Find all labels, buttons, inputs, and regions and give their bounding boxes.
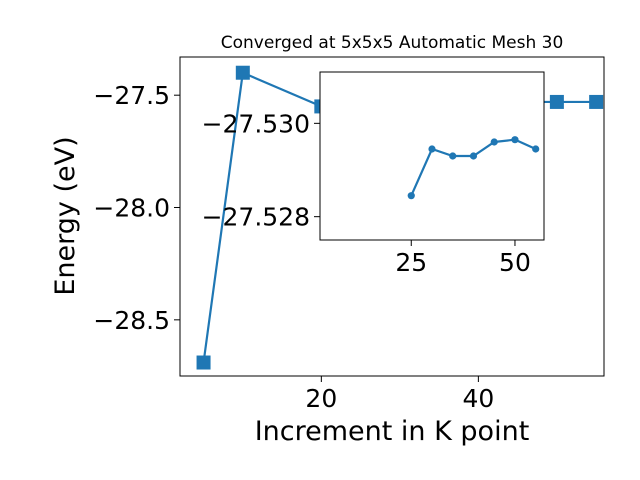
inset-point — [407, 192, 415, 200]
inset-y-tick-label: −27.528 — [202, 203, 310, 232]
main-point — [196, 355, 211, 370]
inset-y-ticks: −27.530 −27.528 — [202, 109, 320, 232]
inset-point — [490, 138, 498, 146]
main-x-tick-label: 40 — [462, 384, 494, 413]
inset-x-tick-label: 25 — [395, 248, 427, 277]
main-y-ticks: −27.5 −28.0 −28.5 — [93, 81, 180, 335]
main-x-tick-label: 20 — [305, 384, 337, 413]
main-point — [589, 94, 604, 109]
inset-background — [320, 72, 544, 240]
inset-x-tick-label: 50 — [499, 248, 531, 277]
inset-series-0 — [407, 136, 540, 200]
inset-point — [428, 145, 436, 153]
main-x-ticks: 20 40 — [305, 376, 494, 413]
inset-plot-frame — [319, 71, 545, 241]
inset-x-ticks: 25 50 — [395, 240, 531, 277]
inset-point — [449, 152, 457, 160]
inset-point — [511, 136, 519, 144]
x-axis-label: Increment in K point — [255, 416, 530, 447]
main-y-tick-label: −28.5 — [93, 306, 170, 335]
main-point — [235, 65, 250, 80]
inset-y-tick-label: −27.530 — [202, 109, 310, 138]
main-y-tick-label: −27.5 — [93, 81, 170, 110]
main-plot-frame — [179, 56, 605, 377]
y-axis-label: Energy (eV) — [50, 136, 81, 295]
main-point — [549, 94, 564, 109]
inset-plot: 25 50 −27.530 −27.528 — [202, 71, 545, 277]
inset-point — [469, 152, 478, 160]
inset-point — [532, 145, 540, 153]
chart-title: Converged at 5x5x5 Automatic Mesh 30 — [221, 33, 564, 53]
main-y-tick-label: −28.0 — [93, 194, 170, 223]
